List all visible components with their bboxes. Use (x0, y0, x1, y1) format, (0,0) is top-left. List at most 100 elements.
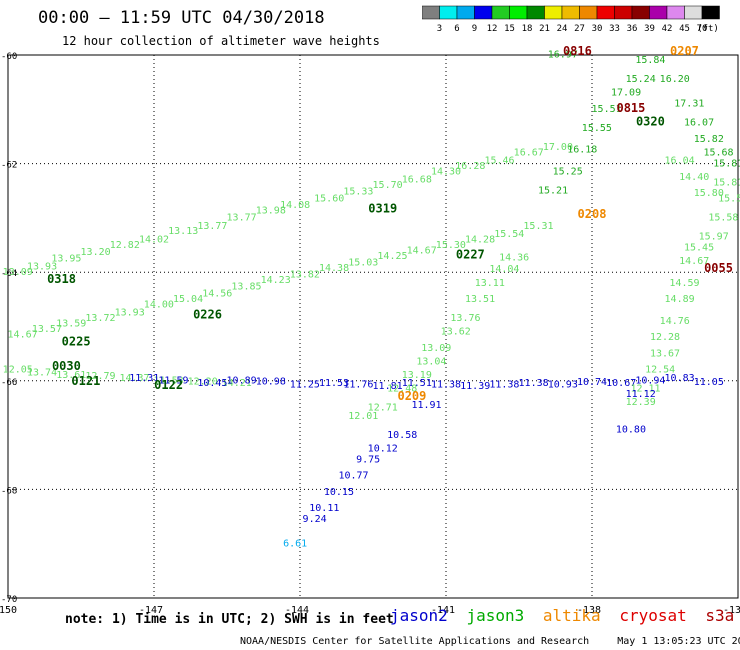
pass-time-label: 0226 (193, 307, 222, 321)
wave-height-point: 9.75 (356, 454, 380, 465)
wave-height-point: 11.53 (154, 376, 184, 387)
pass-time-label: 0121 (71, 374, 100, 388)
colorbar-tick: 30 (592, 24, 603, 34)
wave-height-point: 17.31 (674, 99, 704, 110)
wave-height-point: 10.93 (548, 379, 578, 390)
pass-time-label: 0227 (456, 248, 485, 262)
wave-height-point: 12.39 (626, 397, 656, 408)
wave-height-point: 12.71 (368, 403, 398, 414)
pass-time-label: 0208 (578, 207, 607, 221)
wave-height-point: 15.45 (684, 242, 714, 253)
pass-time-label: 0207 (670, 44, 699, 58)
page-title: 00:00 – 11:59 UTC 04/30/2018 (38, 8, 325, 28)
wave-height-point: 15.97 (699, 232, 729, 243)
wave-height-point: 13.04 (416, 357, 446, 368)
colorbar-tick: 9 (472, 24, 477, 34)
wave-height-point: 15.68 (703, 147, 733, 158)
colorbar-swatch (701, 5, 720, 20)
wave-height-point: 10.45 (197, 378, 227, 389)
units-note: note: 1) Time is in UTC; 2) SWH is in fe… (65, 612, 394, 627)
colorbar-tick: 21 (539, 24, 550, 34)
longitude-label: -138 (577, 605, 601, 616)
wave-height-point: 10.94 (635, 376, 665, 387)
wave-height-point: 14.36 (499, 252, 529, 263)
wave-height-point: 15.46 (484, 156, 514, 167)
wave-height-point: 15.24 (626, 74, 656, 85)
wave-height-point: 13.62 (441, 327, 471, 338)
wave-height-point: 15.25 (553, 166, 583, 177)
map-frame (7, 54, 739, 599)
wave-height-point: 15.21 (538, 185, 568, 196)
colorbar-unit: (ft) (697, 24, 719, 34)
wave-height-point: 13.57 (32, 324, 62, 335)
wave-height-point: 11.59 (158, 376, 188, 387)
colorbar-tick: 45 (679, 24, 690, 34)
pass-time-label: 0318 (47, 272, 76, 286)
legend-jason2: jason2 (390, 606, 448, 625)
wave-height-point: 16.04 (665, 156, 695, 167)
wave-height-point: 9.24 (303, 514, 327, 525)
wave-height-point: 12.01 (348, 411, 378, 422)
pass-time-label: 0320 (636, 115, 665, 129)
wave-height-point: 14.67 (8, 329, 38, 340)
wave-height-point: 12.05 (3, 365, 33, 376)
wave-height-point: 12.82 (110, 240, 140, 251)
wave-height-point: 16.07 (684, 118, 714, 129)
wave-height-point: 15.58 (708, 213, 738, 224)
credit-organization: NOAA/NESDIS Center for Satellite Applica… (240, 636, 590, 647)
wave-height-point: 15.81 (713, 158, 740, 169)
wave-height-point: 12.54 (645, 365, 675, 376)
longitude-label: -147 (139, 605, 163, 616)
wave-height-point: 14.59 (669, 278, 699, 289)
wave-height-point: 10.89 (227, 376, 257, 387)
wave-height-colorbar: 3 6 9 12 15 18 21 24 27 30 33 36 39 42 45 70(ft) (422, 5, 720, 34)
wave-height-point: 10.58 (387, 430, 417, 441)
wave-height-point: 15.03 (348, 258, 378, 269)
colorbar-tick: 70 (697, 24, 708, 34)
wave-height-point: 16.28 (455, 161, 485, 172)
pass-time-label: 0225 (62, 335, 91, 349)
wave-height-point: 15.04 (173, 294, 203, 305)
wave-height-point: 11.91 (411, 400, 441, 411)
wave-height-point: 15.54 (494, 229, 524, 240)
wave-height-point: 17.00 (543, 142, 573, 153)
wave-height-point: 16.20 (660, 74, 690, 85)
wave-height-point: 13.11 (475, 278, 505, 289)
wave-height-point: 11.51 (402, 378, 432, 389)
satellite-legend: jason2 jason3 altika cryosat s3a (390, 606, 740, 625)
page-subtitle: 12 hour collection of altimeter wave hei… (62, 34, 380, 48)
wave-height-point: 11.12 (626, 389, 656, 400)
wave-height-point: 13.20 (81, 247, 111, 258)
wave-height-point: 14.04 (489, 264, 519, 275)
wave-height-point: 14.00 (144, 299, 174, 310)
wave-height-point: 15.60 (314, 194, 344, 205)
wave-height-point: 13.19 (402, 370, 432, 381)
wave-height-point: 12.48 (387, 384, 417, 395)
latitude-label: -62 (1, 161, 17, 171)
wave-height-point: 14.21 (222, 378, 252, 389)
latitude-label: -70 (1, 595, 17, 605)
wave-height-point: 6.61 (283, 538, 307, 549)
wave-height-point: 10.67 (606, 378, 636, 389)
wave-height-point: 13.51 (465, 294, 495, 305)
wave-height-point: 14.40 (679, 172, 709, 183)
pass-time-label: 0209 (397, 389, 426, 403)
wave-height-point: 13.67 (650, 348, 680, 359)
wave-height-point: 14.02 (139, 234, 169, 245)
wave-height-point: 11.76 (343, 379, 373, 390)
wave-height-point: 10.74 (577, 377, 607, 388)
latitude-label: -66 (1, 378, 17, 388)
colorbar-tick: 15 (504, 24, 515, 34)
wave-height-point: 14.08 (280, 200, 310, 211)
wave-height-point: 13.77 (197, 221, 227, 232)
legend-s3a: s3a (705, 606, 735, 625)
wave-height-point: 15.55 (582, 123, 612, 134)
wave-height-point: 11.25 (290, 379, 320, 390)
pass-time-label: 0055 (704, 261, 733, 275)
wave-height-point: 13.93 (115, 308, 145, 319)
longitude-label: -135 (723, 605, 740, 616)
colorbar-tick: 3 (437, 24, 442, 34)
wave-height-point: 12.79 (85, 371, 115, 382)
colorbar-tick: 39 (644, 24, 655, 34)
